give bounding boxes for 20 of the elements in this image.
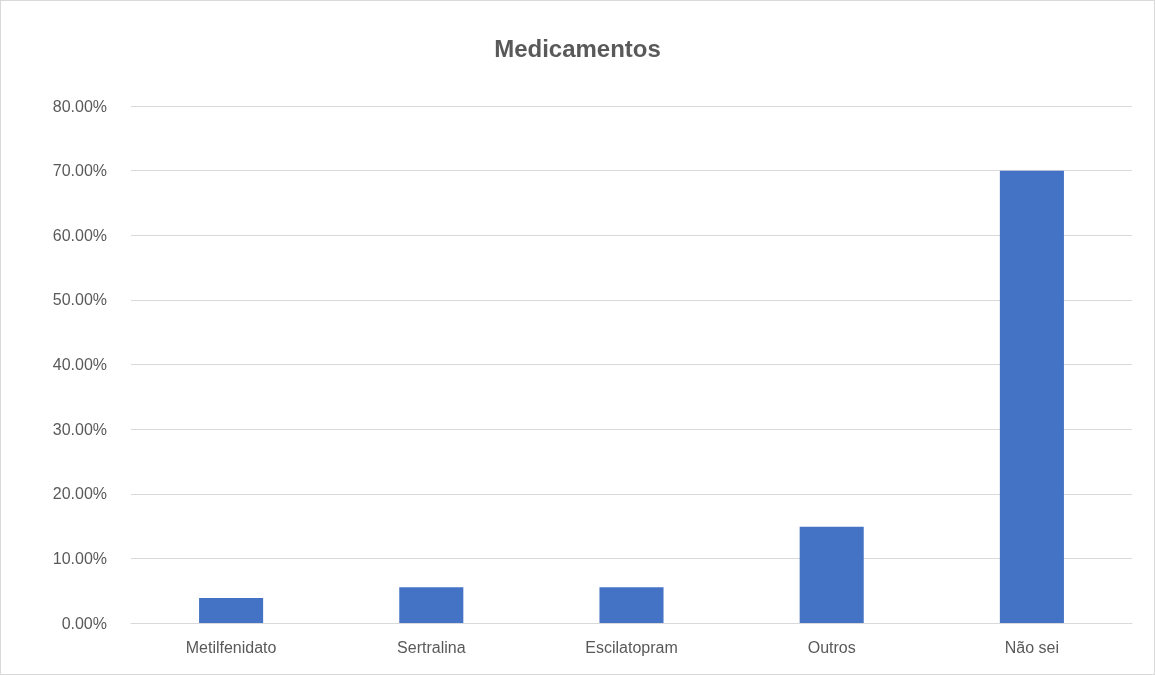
- bar: [599, 587, 664, 623]
- x-tick-label: Escilatopram: [585, 638, 678, 656]
- bar: [399, 587, 464, 623]
- chart-title: Medicamentos: [494, 34, 661, 62]
- x-tick-label: Não sei: [1004, 638, 1060, 656]
- y-tick-label: 80.00%: [52, 97, 107, 115]
- y-tick-label: 30.00%: [52, 420, 107, 438]
- bar: [999, 170, 1064, 623]
- y-tick-label: 10.00%: [52, 549, 107, 567]
- y-tick-label: 50.00%: [52, 291, 107, 309]
- x-tick-label: Metilfenidato: [185, 638, 277, 656]
- y-tick-label: 40.00%: [52, 356, 107, 373]
- y-tick-label: 0.00%: [61, 614, 107, 632]
- y-tick-label: 20.00%: [52, 485, 107, 503]
- y-tick-label: 60.00%: [52, 226, 107, 244]
- y-tick-label: 70.00%: [52, 162, 107, 180]
- bar: [199, 598, 264, 623]
- x-tick-label: Outros: [807, 638, 856, 656]
- x-tick-label: Sertralina: [397, 638, 466, 656]
- bar: [799, 526, 864, 623]
